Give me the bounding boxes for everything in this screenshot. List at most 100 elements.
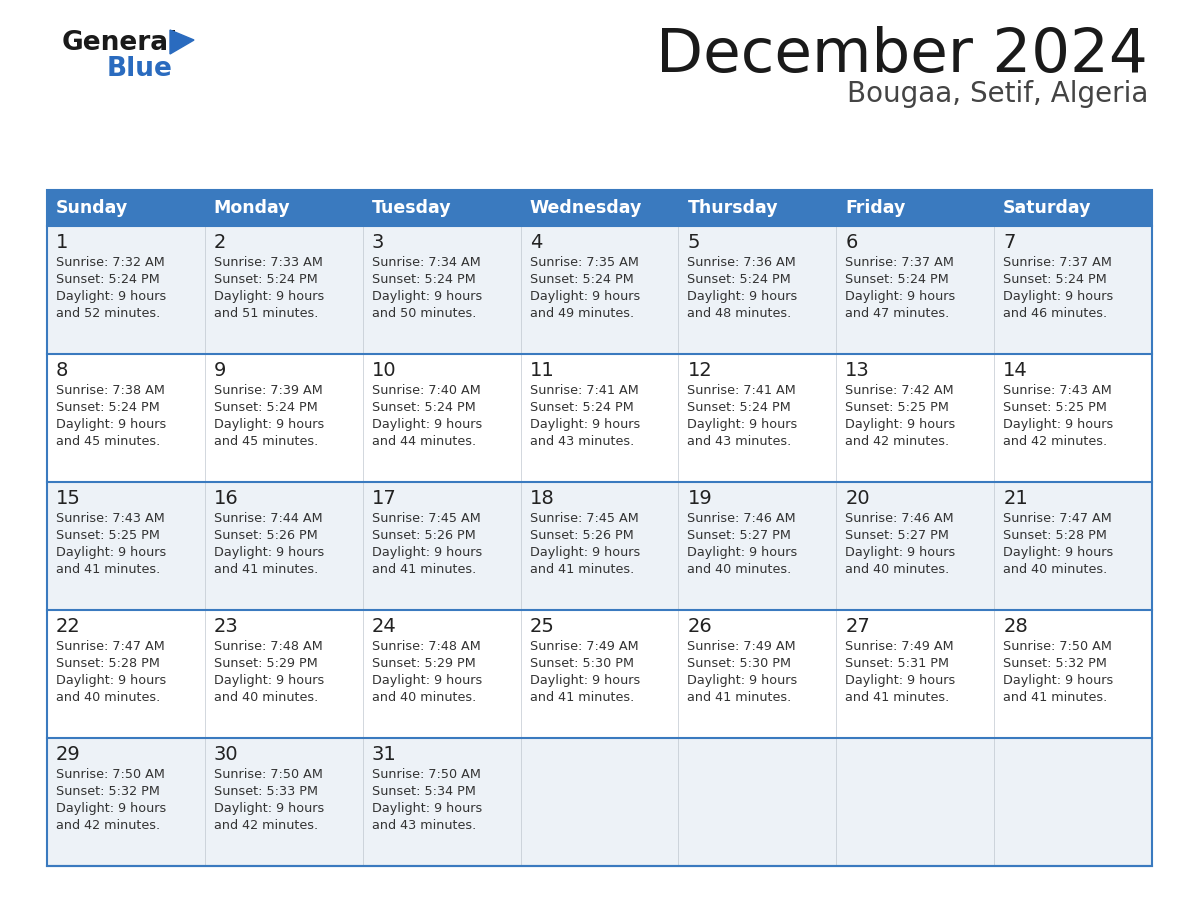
Text: Sunset: 5:24 PM: Sunset: 5:24 PM [688, 273, 791, 286]
Text: and 45 minutes.: and 45 minutes. [214, 435, 318, 448]
Text: 20: 20 [846, 489, 870, 508]
Text: Daylight: 9 hours: Daylight: 9 hours [846, 290, 955, 303]
Text: Sunset: 5:27 PM: Sunset: 5:27 PM [846, 529, 949, 542]
Bar [204, 190, 362, 226]
Text: Sunset: 5:31 PM: Sunset: 5:31 PM [846, 657, 949, 670]
Bar [48, 738, 1152, 866]
Text: and 45 minutes.: and 45 minutes. [56, 435, 160, 448]
Text: Daylight: 9 hours: Daylight: 9 hours [372, 290, 482, 303]
Text: and 41 minutes.: and 41 minutes. [530, 563, 634, 576]
Text: Sunrise: 7:40 AM: Sunrise: 7:40 AM [372, 384, 480, 397]
Text: Sunset: 5:25 PM: Sunset: 5:25 PM [56, 529, 160, 542]
Text: and 40 minutes.: and 40 minutes. [56, 691, 160, 704]
Text: 22: 22 [56, 617, 81, 636]
Bar [362, 190, 520, 226]
Text: Sunset: 5:32 PM: Sunset: 5:32 PM [56, 785, 160, 798]
Text: 5: 5 [688, 233, 700, 252]
Text: Sunrise: 7:44 AM: Sunrise: 7:44 AM [214, 512, 322, 525]
Text: Friday: Friday [846, 199, 905, 217]
Text: and 42 minutes.: and 42 minutes. [1003, 435, 1107, 448]
Text: Sunrise: 7:47 AM: Sunrise: 7:47 AM [1003, 512, 1112, 525]
Text: Daylight: 9 hours: Daylight: 9 hours [846, 674, 955, 687]
Text: Sunrise: 7:43 AM: Sunrise: 7:43 AM [1003, 384, 1112, 397]
Text: and 47 minutes.: and 47 minutes. [846, 307, 949, 320]
Text: and 41 minutes.: and 41 minutes. [688, 691, 791, 704]
Text: Sunday: Sunday [56, 199, 128, 217]
Text: Daylight: 9 hours: Daylight: 9 hours [688, 418, 797, 431]
Text: and 42 minutes.: and 42 minutes. [214, 819, 318, 832]
Text: December 2024: December 2024 [656, 26, 1148, 85]
Polygon shape [170, 30, 194, 54]
Text: Sunset: 5:24 PM: Sunset: 5:24 PM [56, 401, 159, 414]
Text: and 40 minutes.: and 40 minutes. [688, 563, 791, 576]
Text: 3: 3 [372, 233, 384, 252]
Text: 17: 17 [372, 489, 397, 508]
Text: Daylight: 9 hours: Daylight: 9 hours [530, 290, 640, 303]
Text: 13: 13 [846, 361, 870, 380]
Text: 10: 10 [372, 361, 397, 380]
Text: Sunrise: 7:46 AM: Sunrise: 7:46 AM [846, 512, 954, 525]
Text: 9: 9 [214, 361, 226, 380]
Text: 30: 30 [214, 745, 239, 764]
Text: Daylight: 9 hours: Daylight: 9 hours [846, 546, 955, 559]
Text: and 41 minutes.: and 41 minutes. [530, 691, 634, 704]
Text: and 40 minutes.: and 40 minutes. [1003, 563, 1107, 576]
Text: and 40 minutes.: and 40 minutes. [372, 691, 476, 704]
Text: 8: 8 [56, 361, 69, 380]
Text: Blue: Blue [107, 56, 173, 82]
Text: Sunrise: 7:35 AM: Sunrise: 7:35 AM [530, 256, 638, 269]
Text: Sunrise: 7:47 AM: Sunrise: 7:47 AM [56, 640, 165, 653]
Text: 18: 18 [530, 489, 555, 508]
Text: Sunrise: 7:46 AM: Sunrise: 7:46 AM [688, 512, 796, 525]
Text: Sunrise: 7:45 AM: Sunrise: 7:45 AM [530, 512, 638, 525]
Text: Sunrise: 7:43 AM: Sunrise: 7:43 AM [56, 512, 165, 525]
Text: Daylight: 9 hours: Daylight: 9 hours [688, 546, 797, 559]
Text: Saturday: Saturday [1003, 199, 1092, 217]
Text: and 43 minutes.: and 43 minutes. [372, 819, 476, 832]
Text: 24: 24 [372, 617, 397, 636]
Text: 15: 15 [56, 489, 81, 508]
Text: Sunrise: 7:48 AM: Sunrise: 7:48 AM [372, 640, 480, 653]
Text: Sunrise: 7:41 AM: Sunrise: 7:41 AM [688, 384, 796, 397]
Text: Sunset: 5:25 PM: Sunset: 5:25 PM [846, 401, 949, 414]
Text: Sunrise: 7:49 AM: Sunrise: 7:49 AM [530, 640, 638, 653]
Text: Daylight: 9 hours: Daylight: 9 hours [372, 674, 482, 687]
Bar [48, 354, 1152, 482]
Text: and 43 minutes.: and 43 minutes. [530, 435, 634, 448]
Text: Sunrise: 7:50 AM: Sunrise: 7:50 AM [214, 768, 323, 781]
Text: Sunrise: 7:34 AM: Sunrise: 7:34 AM [372, 256, 480, 269]
Text: Sunset: 5:30 PM: Sunset: 5:30 PM [688, 657, 791, 670]
Text: Sunrise: 7:41 AM: Sunrise: 7:41 AM [530, 384, 638, 397]
Text: and 40 minutes.: and 40 minutes. [214, 691, 318, 704]
Text: 2: 2 [214, 233, 226, 252]
Text: Sunset: 5:24 PM: Sunset: 5:24 PM [214, 273, 317, 286]
Text: Daylight: 9 hours: Daylight: 9 hours [214, 290, 324, 303]
Text: Daylight: 9 hours: Daylight: 9 hours [372, 802, 482, 815]
Text: Daylight: 9 hours: Daylight: 9 hours [688, 674, 797, 687]
Text: Sunrise: 7:32 AM: Sunrise: 7:32 AM [56, 256, 165, 269]
Text: Thursday: Thursday [688, 199, 778, 217]
Text: Sunset: 5:30 PM: Sunset: 5:30 PM [530, 657, 633, 670]
Text: Daylight: 9 hours: Daylight: 9 hours [1003, 418, 1113, 431]
Text: Tuesday: Tuesday [372, 199, 451, 217]
Text: Sunset: 5:28 PM: Sunset: 5:28 PM [1003, 529, 1107, 542]
Bar [520, 190, 678, 226]
Text: 11: 11 [530, 361, 555, 380]
Text: 1: 1 [56, 233, 69, 252]
Text: and 51 minutes.: and 51 minutes. [214, 307, 318, 320]
Text: 7: 7 [1003, 233, 1016, 252]
Text: and 43 minutes.: and 43 minutes. [688, 435, 791, 448]
Text: 21: 21 [1003, 489, 1028, 508]
Bar [48, 482, 1152, 610]
Bar [678, 190, 836, 226]
Text: Bougaa, Setif, Algeria: Bougaa, Setif, Algeria [847, 80, 1148, 108]
Text: and 41 minutes.: and 41 minutes. [1003, 691, 1107, 704]
Text: Monday: Monday [214, 199, 291, 217]
Text: Daylight: 9 hours: Daylight: 9 hours [1003, 674, 1113, 687]
Text: Daylight: 9 hours: Daylight: 9 hours [1003, 290, 1113, 303]
Text: Sunset: 5:33 PM: Sunset: 5:33 PM [214, 785, 318, 798]
Bar [48, 190, 204, 226]
Text: Wednesday: Wednesday [530, 199, 642, 217]
Text: Sunset: 5:24 PM: Sunset: 5:24 PM [530, 401, 633, 414]
Bar [48, 190, 1152, 866]
